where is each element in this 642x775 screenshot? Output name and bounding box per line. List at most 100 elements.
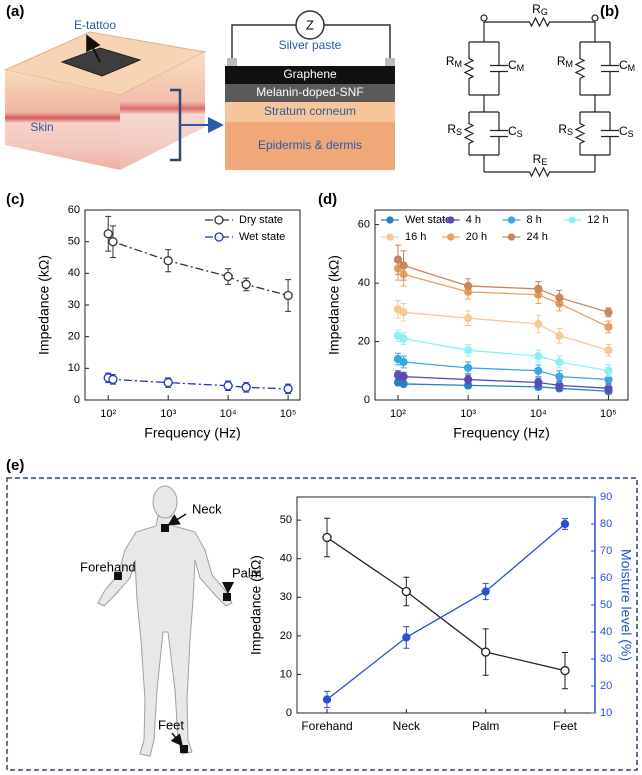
marker bbox=[223, 381, 233, 391]
marker bbox=[163, 256, 173, 266]
circuit-wires bbox=[463, 16, 619, 178]
component-symbol: R bbox=[532, 2, 541, 16]
marker bbox=[108, 374, 118, 385]
component-label: RM bbox=[557, 54, 573, 69]
label: Z bbox=[306, 17, 314, 32]
x-tick-label: Neck bbox=[393, 719, 421, 733]
component-label: CS bbox=[508, 124, 523, 139]
x-tick-label: 10³ bbox=[460, 408, 476, 420]
marker bbox=[399, 372, 408, 381]
panel-frame bbox=[6, 477, 638, 771]
legend-label: Dry state bbox=[239, 214, 283, 226]
marker bbox=[534, 366, 543, 375]
legend-marker bbox=[214, 215, 224, 225]
legend-marker bbox=[214, 232, 224, 242]
skin-block bbox=[3, 31, 224, 170]
marker bbox=[463, 281, 473, 291]
component-subscript: M bbox=[566, 59, 574, 69]
legend-marker bbox=[386, 233, 394, 241]
marker bbox=[463, 363, 473, 372]
y-axis-label: Impedance (kΩ) bbox=[326, 255, 342, 355]
y-tick-label: 20 bbox=[280, 630, 292, 642]
marker bbox=[534, 378, 543, 387]
marker bbox=[399, 261, 408, 270]
component-subscript: G bbox=[541, 7, 548, 17]
y2-tick-label: 90 bbox=[600, 491, 612, 503]
legend-label: Wet state bbox=[239, 231, 285, 243]
series-line bbox=[326, 536, 566, 672]
label: Melanin-doped-SNF bbox=[256, 85, 363, 99]
legend-label: 24 h bbox=[527, 231, 548, 243]
series-line bbox=[108, 377, 289, 390]
component-symbol: R bbox=[557, 54, 566, 68]
component-subscript: M bbox=[628, 63, 636, 73]
y2-tick-label: 50 bbox=[600, 599, 612, 611]
y-axis-label: Impedance (kΩ) bbox=[36, 255, 52, 355]
marker bbox=[322, 532, 332, 543]
marker bbox=[399, 308, 408, 317]
marker bbox=[283, 290, 293, 301]
legend-label: 12 h bbox=[587, 214, 608, 226]
marker bbox=[604, 322, 613, 332]
component-subscript: S bbox=[456, 127, 462, 137]
panel-label: (e) bbox=[6, 457, 24, 474]
y2-axis-label: Moisture level (%) bbox=[618, 549, 634, 661]
component-symbol: R bbox=[447, 122, 456, 136]
component-symbol: R bbox=[533, 152, 542, 166]
body-figure bbox=[97, 485, 234, 757]
series-line bbox=[107, 233, 289, 297]
component-symbol: R bbox=[558, 122, 567, 136]
y-tick-label: 10 bbox=[68, 362, 80, 374]
component-subscript: M bbox=[517, 63, 525, 73]
marker bbox=[463, 314, 473, 323]
marker bbox=[555, 331, 564, 340]
x-tick-label: 10⁴ bbox=[530, 408, 547, 420]
y-tick-label: 50 bbox=[280, 514, 292, 526]
marker bbox=[103, 229, 113, 239]
y-tick-label: 40 bbox=[358, 277, 370, 289]
marker bbox=[163, 377, 173, 388]
marker bbox=[534, 284, 543, 294]
layer-stack bbox=[225, 10, 395, 170]
legend-label: 20 h bbox=[466, 231, 487, 243]
x-tick-label: 10⁵ bbox=[280, 408, 297, 420]
marker bbox=[399, 334, 408, 343]
y-tick-label: 0 bbox=[364, 394, 370, 406]
label: Epidermis & dermis bbox=[258, 138, 362, 152]
plot-frame bbox=[374, 209, 629, 401]
y2-tick-label: 10 bbox=[600, 707, 612, 719]
y-tick-label: 60 bbox=[68, 204, 80, 216]
marker bbox=[481, 587, 490, 596]
legend-label: 4 h bbox=[466, 214, 481, 226]
y-tick-label: 60 bbox=[358, 219, 370, 231]
body-label: Neck bbox=[192, 501, 222, 516]
component-subscript: S bbox=[517, 129, 523, 139]
marker bbox=[560, 519, 570, 529]
x-tick-label: Palm bbox=[472, 719, 499, 733]
component-symbol: C bbox=[619, 124, 628, 138]
component-symbol: R bbox=[446, 54, 455, 68]
component-subscript: S bbox=[628, 129, 634, 139]
marker bbox=[108, 237, 118, 247]
series-line bbox=[397, 259, 609, 313]
body-label: Forehand bbox=[80, 559, 136, 574]
component-label: RE bbox=[533, 152, 548, 167]
marker bbox=[534, 319, 543, 329]
y-axis-label: Impedance (kΩ) bbox=[248, 555, 264, 655]
x-tick-label: Feet bbox=[553, 719, 578, 733]
y2-tick-label: 60 bbox=[600, 572, 612, 584]
marker bbox=[604, 308, 613, 317]
legend-marker bbox=[507, 216, 516, 224]
marker bbox=[463, 346, 473, 355]
component-label: CM bbox=[619, 58, 635, 73]
y-tick-label: 0 bbox=[74, 394, 80, 406]
marker bbox=[604, 366, 613, 375]
component-symbol: C bbox=[508, 124, 517, 138]
terminal bbox=[591, 14, 599, 22]
component-label: RG bbox=[532, 2, 548, 17]
component-label: RM bbox=[446, 54, 462, 69]
marker bbox=[560, 665, 570, 676]
marker bbox=[463, 375, 473, 384]
panel-label: (a) bbox=[6, 3, 24, 20]
